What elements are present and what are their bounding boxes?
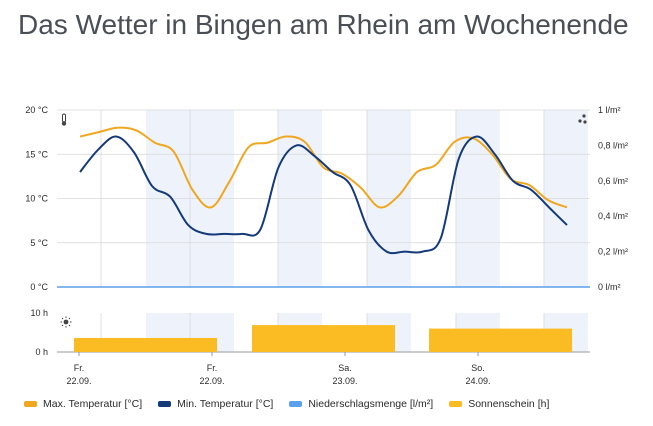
sun-icon bbox=[60, 316, 72, 328]
legend-item-min[interactable]: Min. Temperatur [°C] bbox=[158, 398, 273, 410]
legend: Max. Temperatur [°C] Min. Temperatur [°C… bbox=[24, 395, 565, 413]
x-tick-label-date: 23.09. bbox=[332, 376, 357, 386]
rain-tick-label: 0 l/m² bbox=[598, 282, 621, 292]
page-title: Das Wetter in Bingen am Rhein am Wochene… bbox=[18, 9, 629, 40]
x-tick-label-date: 24.09. bbox=[465, 376, 490, 386]
sunshine-bar bbox=[252, 325, 395, 352]
rain-axis-ticks: 0 l/m² 0,2 l/m² 0,4 l/m² 0,6 l/m² 0,8 l/m² 1 … bbox=[598, 105, 628, 292]
legend-swatch-min bbox=[158, 401, 172, 407]
sun-axis-ticks: 0 h 10 h bbox=[30, 308, 48, 357]
x-tick-label-day: Fr. bbox=[207, 363, 218, 373]
rain-tick-label: 0,4 l/m² bbox=[598, 211, 628, 221]
sunshine-bar bbox=[74, 337, 217, 352]
temp-tick-label: 10 °C bbox=[25, 194, 48, 204]
rain-tick-label: 0,8 l/m² bbox=[598, 140, 628, 150]
x-tick-label-date: 22.09. bbox=[66, 376, 91, 386]
x-axis-labels: Fr. 22.09. Fr. 22.09. Sa. 23.09. So. 24.09. bbox=[66, 352, 491, 386]
legend-label-max: Max. Temperatur [°C] bbox=[43, 398, 143, 410]
sunshine-bar bbox=[429, 328, 572, 352]
legend-label-rain: Niederschlagsmenge [l/m²] bbox=[308, 398, 434, 410]
legend-swatch-max bbox=[24, 401, 37, 407]
legend-swatch-sun bbox=[449, 401, 463, 407]
x-tick-label-day: So. bbox=[471, 363, 485, 373]
x-tick-label-day: Sa. bbox=[338, 363, 352, 373]
series-lines bbox=[57, 126, 590, 288]
temp-tick-label: 20 °C bbox=[25, 105, 48, 115]
temp-axis-ticks: 0 °C 5 °C 10 °C 15 °C 20 °C bbox=[25, 105, 48, 292]
legend-label-sun: Sonnenschein [h] bbox=[468, 398, 550, 410]
rain-drops-icon bbox=[578, 114, 587, 124]
max-temp-line bbox=[79, 126, 568, 209]
legend-item-max[interactable]: Max. Temperatur [°C] bbox=[24, 398, 142, 410]
temp-tick-label: 0 °C bbox=[30, 282, 48, 292]
temp-tick-label: 15 °C bbox=[25, 149, 48, 159]
rain-tick-label: 0,6 l/m² bbox=[598, 176, 628, 186]
legend-label-min: Min. Temperatur [°C] bbox=[177, 398, 274, 410]
legend-item-rain[interactable]: Niederschlagsmenge [l/m²] bbox=[289, 398, 433, 410]
rain-tick-label: 1 l/m² bbox=[598, 105, 621, 115]
thermometer-icon bbox=[61, 113, 67, 126]
legend-item-sun[interactable]: Sonnenschein [h] bbox=[449, 398, 549, 410]
min-temp-line bbox=[79, 135, 568, 255]
x-tick-label-date: 22.09. bbox=[199, 376, 224, 386]
sun-tick-label: 0 h bbox=[35, 347, 48, 357]
sun-tick-label: 10 h bbox=[30, 308, 48, 318]
x-tick-label-day: Fr. bbox=[74, 363, 85, 373]
rain-tick-label: 0,2 l/m² bbox=[598, 247, 628, 257]
legend-swatch-rain bbox=[289, 401, 303, 407]
temp-tick-label: 5 °C bbox=[30, 238, 48, 248]
sunshine-bars bbox=[74, 325, 572, 352]
grid-lines bbox=[57, 109, 590, 353]
